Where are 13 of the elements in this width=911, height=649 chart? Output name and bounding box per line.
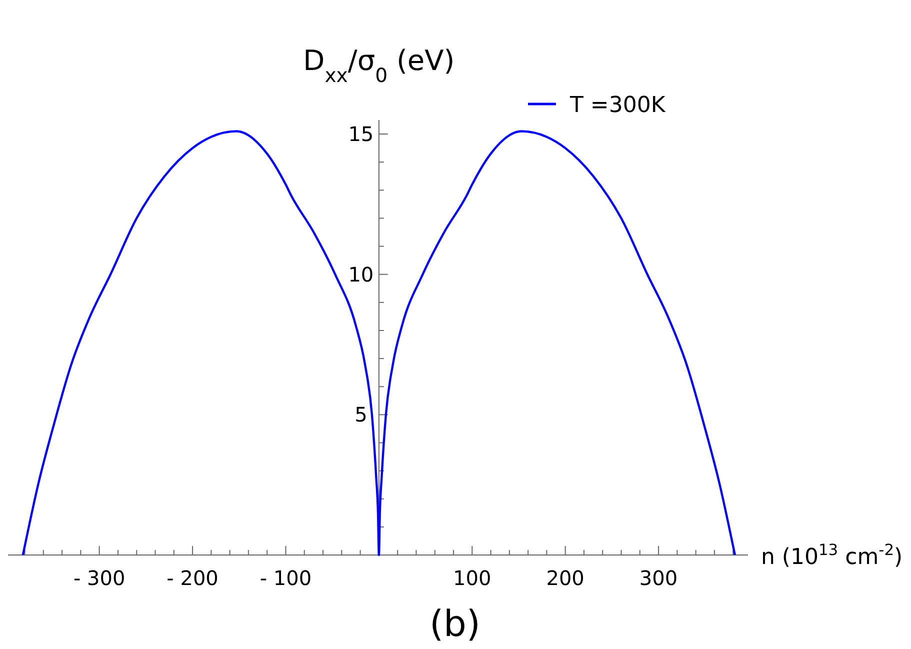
x-axis-title: n (10$^{13}$ cm$^{-2}$): [761, 541, 903, 570]
text: (b): [429, 604, 480, 645]
x-tick-label: - 100: [260, 566, 312, 590]
y-tick-label: 10: [348, 262, 374, 286]
x-tick-label: - 300: [73, 566, 126, 590]
x-tick-label: 200: [546, 566, 584, 590]
y-tick-label: 15: [348, 122, 374, 146]
legend-label: T =300K: [569, 93, 666, 118]
y-tick-label: 5: [354, 402, 368, 427]
x-tick-label: - 200: [166, 566, 218, 590]
x-tick-label: 300: [639, 566, 678, 590]
x-tick-label: 100: [453, 566, 492, 590]
y-axis-title: D$_{xx}$/σ$_{0}$ (eV): [303, 44, 455, 86]
